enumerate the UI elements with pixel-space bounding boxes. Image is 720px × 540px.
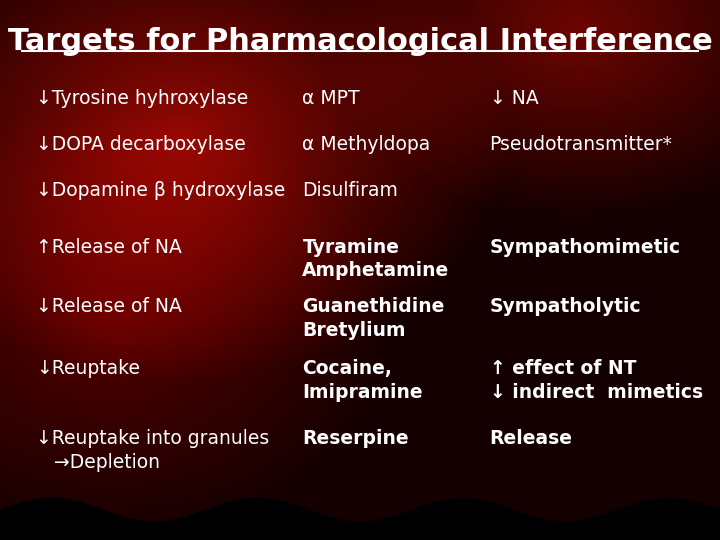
Text: Release: Release [490,429,572,448]
Text: ↓Release of NA: ↓Release of NA [36,297,182,316]
Text: Targets for Pharmacological Interference: Targets for Pharmacological Interference [8,27,712,56]
Text: ↓ NA: ↓ NA [490,89,539,108]
Text: ↓Dopamine β hydroxylase: ↓Dopamine β hydroxylase [36,181,285,200]
Text: ↓Reuptake into granules
   →Depletion: ↓Reuptake into granules →Depletion [36,429,269,472]
Text: α Methyldopa: α Methyldopa [302,135,431,154]
Text: ↓Tyrosine hyhroxylase: ↓Tyrosine hyhroxylase [36,89,248,108]
Text: α MPT: α MPT [302,89,360,108]
Text: ↑ effect of NT
↓ indirect  mimetics: ↑ effect of NT ↓ indirect mimetics [490,359,703,402]
Text: Sympathomimetic: Sympathomimetic [490,238,680,256]
Text: Tyramine
Amphetamine: Tyramine Amphetamine [302,238,450,280]
Text: Pseudotransmitter*: Pseudotransmitter* [490,135,672,154]
Text: ↑Release of NA: ↑Release of NA [36,238,182,256]
Text: ↓DOPA decarboxylase: ↓DOPA decarboxylase [36,135,246,154]
Text: Cocaine,
Imipramine: Cocaine, Imipramine [302,359,423,402]
Text: ↓Reuptake: ↓Reuptake [36,359,140,378]
Text: Reserpine: Reserpine [302,429,409,448]
Text: Guanethidine
Bretylium: Guanethidine Bretylium [302,297,445,340]
Text: Disulfiram: Disulfiram [302,181,398,200]
Text: Sympatholytic: Sympatholytic [490,297,642,316]
